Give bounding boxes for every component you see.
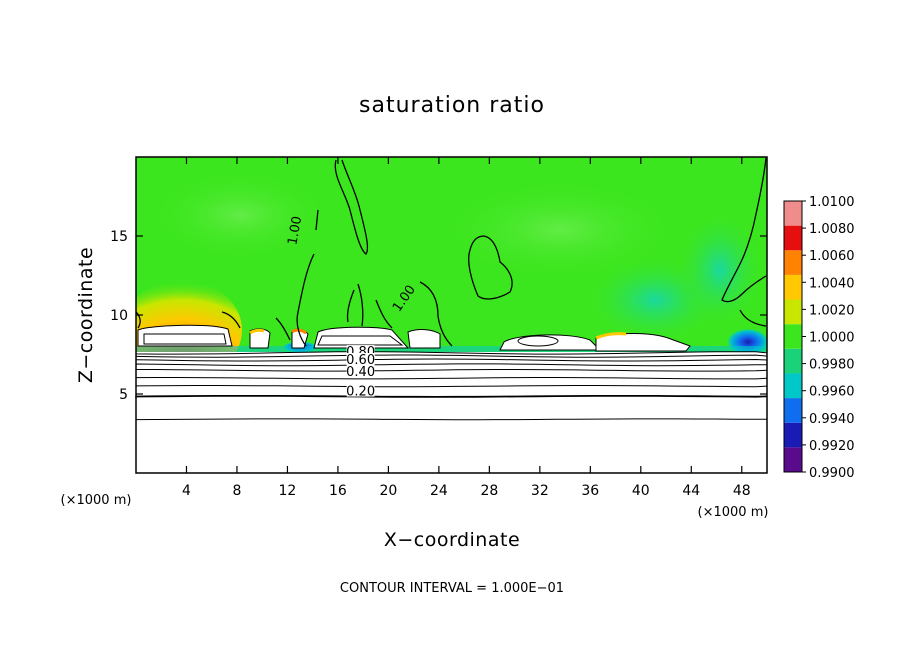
- colorbar-segment: [784, 324, 802, 349]
- x-tick-label: 12: [279, 483, 297, 499]
- contour-line: [739, 309, 767, 327]
- x-tick-label: 48: [733, 483, 751, 499]
- contour-line: [135, 377, 768, 380]
- contour-line: [135, 369, 768, 372]
- colorbar-label: 0.9980: [809, 358, 855, 373]
- warm-fringe: [249, 328, 265, 335]
- colorbar-segment: [784, 447, 802, 472]
- x-tick-label: 4: [182, 483, 191, 499]
- contour-line: [357, 283, 364, 327]
- colorbar-segment: [784, 250, 802, 275]
- contour-line: [135, 351, 768, 355]
- cloud-blob: [407, 329, 441, 349]
- cloud-blob: [137, 324, 233, 347]
- chart-title: saturation ratio: [359, 93, 545, 118]
- x-tick-label: 28: [480, 483, 498, 499]
- colorbar-label: 0.9900: [809, 466, 855, 481]
- contour-label-background: [346, 384, 375, 397]
- contour-interval-note: CONTOUR INTERVAL = 1.000E−01: [340, 581, 564, 596]
- x-tick-label: 36: [581, 483, 599, 499]
- colorbar-label: 1.0000: [809, 331, 855, 346]
- cyan-band: [136, 346, 767, 352]
- colorbar-label: 0.9940: [809, 412, 855, 427]
- x-tick-label: 16: [329, 483, 347, 499]
- colorbar-segment: [784, 299, 802, 325]
- colorbar-label: 1.0080: [809, 222, 855, 237]
- contour-line: [221, 311, 241, 329]
- contour-line: [315, 209, 319, 231]
- contour-line: [136, 311, 141, 329]
- y-axis-title: Z−coordinate: [75, 247, 97, 383]
- contour-label-background: [346, 364, 375, 377]
- colorbar-label: 1.0100: [809, 195, 855, 210]
- light-green-patch: [440, 180, 680, 280]
- colorbar-label: 1.0020: [809, 303, 855, 318]
- colorbar-segment: [784, 422, 802, 448]
- contour-line: [346, 289, 355, 323]
- colorbar-segment: [784, 398, 802, 423]
- contour-line: [135, 363, 767, 367]
- colorbar-segment: [784, 201, 802, 226]
- colorbar-segment: [784, 348, 802, 374]
- x-tick-label: 40: [632, 483, 650, 499]
- contour-line: [135, 354, 768, 358]
- contour-line: [334, 159, 369, 255]
- contour-line: [419, 281, 453, 347]
- contour-line: [375, 299, 393, 329]
- cyan-patch: [675, 210, 765, 330]
- cloud-blob: [313, 326, 410, 349]
- x-unit-label: (×1000 m): [698, 505, 769, 520]
- light-green-patch: [150, 170, 330, 260]
- cloud-blob: [317, 335, 404, 346]
- x-tick-label: 8: [232, 483, 241, 499]
- y-tick-label: 15: [110, 229, 128, 245]
- contour-line: [135, 358, 768, 362]
- colorbar: 0.9900 0.9920 0.9940 0.9960 0.9980 1.0000 1.00…: [783, 195, 855, 481]
- colorbar-label: 1.0040: [809, 276, 855, 291]
- x-axis-title: X−coordinate: [384, 529, 520, 551]
- warm-fringe: [595, 332, 627, 340]
- x-tick-label: 20: [379, 483, 397, 499]
- x-axis: 4 8 12 16 20 24 28 32 36 40 44 48: [182, 157, 751, 499]
- y-axis: 5 10 15: [110, 229, 767, 403]
- colorbar-label: 1.0060: [809, 249, 855, 264]
- saturation-field: [136, 157, 767, 473]
- x-tick-label: 24: [430, 483, 448, 499]
- contour-label: 0.60: [346, 353, 375, 368]
- contour-line: [135, 385, 768, 388]
- y-tick-label: 5: [119, 387, 128, 403]
- x-tick-label: 44: [682, 483, 700, 499]
- contour-label: 0.40: [346, 365, 375, 380]
- subsaturated-contours: [135, 351, 768, 421]
- colorbar-segment: [784, 373, 802, 399]
- x-tick-label: 32: [531, 483, 549, 499]
- cloud-blob: [517, 335, 559, 347]
- saturation-contours: [136, 157, 767, 347]
- contour-label-background: [346, 352, 375, 365]
- y-unit-label: (×1000 m): [61, 493, 132, 508]
- colorbar-segment: [784, 225, 802, 251]
- colorbar-label: 0.9920: [809, 439, 855, 454]
- subsaturated-region: [136, 352, 767, 473]
- contour-line: [135, 418, 767, 421]
- contour-line: [135, 395, 768, 398]
- contour-label: 1.00: [285, 215, 305, 246]
- y-tick-label: 10: [110, 308, 128, 324]
- contour-line: [275, 317, 291, 341]
- contour-line: [721, 157, 767, 303]
- contour-label: 0.20: [346, 385, 375, 400]
- cloud-blob: [143, 333, 227, 345]
- colorbar-label: 0.9960: [809, 385, 855, 400]
- colorbar-segment: [784, 274, 802, 300]
- cloud-blob: [499, 334, 602, 351]
- contour-line: [468, 235, 513, 300]
- contour-line: [296, 253, 315, 347]
